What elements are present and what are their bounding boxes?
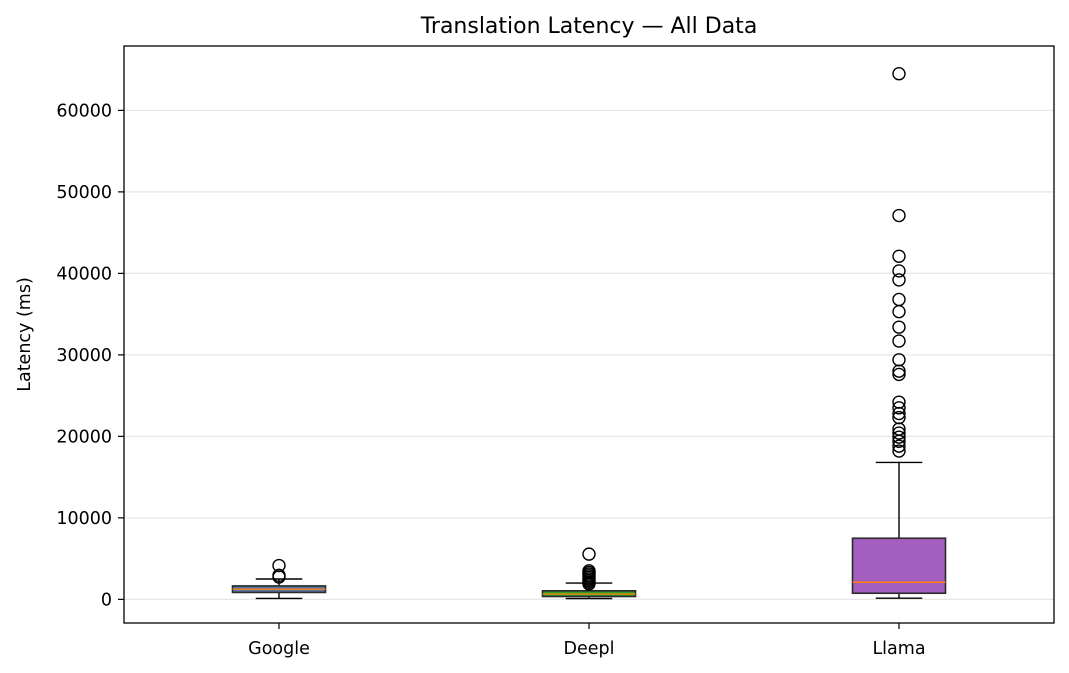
outlier-point xyxy=(892,444,906,458)
y-tick-label: 30000 xyxy=(56,346,112,366)
y-tick-label: 0 xyxy=(101,590,112,610)
y-axis: 0 10000 20000 30000 40000 50000 60000 xyxy=(56,101,124,610)
outlier-point xyxy=(892,401,906,415)
outlier-point xyxy=(892,353,906,367)
x-tick-label: Google xyxy=(248,639,310,659)
outlier-point xyxy=(892,320,906,334)
y-tick-label: 50000 xyxy=(56,183,112,203)
outlier-point xyxy=(892,273,906,287)
outlier-point xyxy=(892,426,906,440)
box-llama xyxy=(851,67,947,599)
y-tick-label: 20000 xyxy=(56,427,112,447)
outlier-point xyxy=(892,334,906,348)
outlier-point xyxy=(892,439,906,453)
box-google xyxy=(231,558,327,600)
plot-area xyxy=(231,67,947,600)
y-tick-label: 60000 xyxy=(56,101,112,121)
x-axis: Google Deepl Llama xyxy=(248,623,926,659)
box-deepl xyxy=(541,547,637,600)
chart-title: Translation Latency — All Data xyxy=(420,14,758,39)
outlier-point xyxy=(582,547,596,561)
outlier-point xyxy=(892,249,906,263)
outlier-point xyxy=(892,367,906,382)
outlier-point xyxy=(892,67,906,81)
y-axis-label: Latency (ms) xyxy=(15,277,35,392)
outlier-point xyxy=(892,410,906,425)
iqr-box xyxy=(851,537,947,595)
outlier-point xyxy=(272,568,286,583)
outlier-point xyxy=(272,558,286,573)
outlier-point xyxy=(892,395,906,409)
outlier-point xyxy=(892,208,906,223)
outlier-point xyxy=(892,264,906,278)
x-tick-label: Deepl xyxy=(564,639,615,659)
outlier-point xyxy=(892,430,906,444)
outlier-point xyxy=(582,564,596,578)
y-tick-label: 40000 xyxy=(56,264,112,284)
y-tick-label: 10000 xyxy=(56,509,112,529)
x-tick-label: Llama xyxy=(872,639,925,659)
grid-lines xyxy=(124,109,1054,600)
outlier-point xyxy=(892,292,906,307)
